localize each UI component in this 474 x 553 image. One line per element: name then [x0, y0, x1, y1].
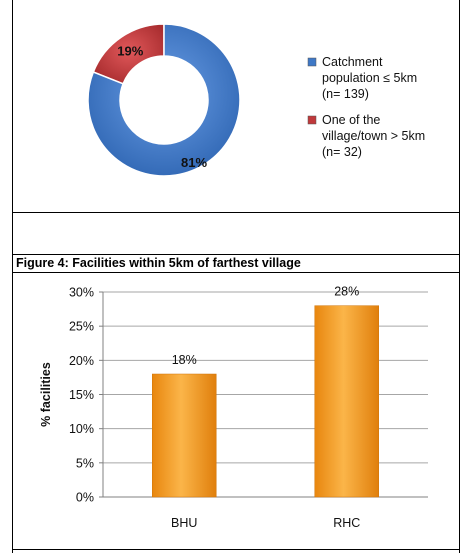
y-tick-label: 25% [69, 320, 94, 334]
donut-chart: 19% 81% Catchment population ≤ 5km (n= 139)… [87, 23, 425, 177]
frame-right-border [459, 0, 460, 553]
y-tick-label: 15% [69, 388, 94, 402]
y-tick-label: 5% [76, 456, 94, 470]
legend-swatch [307, 115, 317, 125]
bar-rhc [314, 305, 379, 498]
legend-entry-text: village/town > 5km [322, 129, 425, 143]
y-tick-label: 0% [76, 491, 94, 505]
frame-bottom-border [12, 549, 460, 550]
donut-slice-label: 19% [117, 43, 143, 58]
donut-slice-label: 81% [181, 155, 207, 170]
frame-divider-1 [12, 212, 460, 213]
bar-value-label: 18% [172, 353, 197, 367]
legend-swatch [307, 57, 317, 67]
frame-divider-3 [12, 272, 460, 273]
legend-entry-text: population ≤ 5km [322, 71, 417, 85]
donut-slice-2 [87, 23, 241, 177]
bar-bhu [152, 373, 217, 498]
frame-divider-2 [12, 254, 460, 255]
bar-value-label: 28% [334, 285, 359, 299]
y-tick-label: 20% [69, 354, 94, 368]
x-category-label: RHC [333, 516, 360, 530]
bar-chart: 0% 5% 10% 15% 20% 25% 30% % facilities 18% BHU 28… [39, 285, 428, 530]
legend-entry-text: Catchment [322, 55, 383, 69]
y-tick-label: 10% [69, 422, 94, 436]
legend-entry-text: One of the [322, 113, 380, 127]
legend-entry-text: (n= 139) [322, 87, 369, 101]
figure-caption: Figure 4: Facilities within 5km of farth… [16, 256, 301, 270]
y-axis-title: % facilities [39, 362, 53, 427]
x-category-label: BHU [171, 516, 197, 530]
frame-left-border [12, 0, 13, 553]
y-tick-label: 30% [69, 286, 94, 300]
legend-entry-text: (n= 32) [322, 145, 362, 159]
